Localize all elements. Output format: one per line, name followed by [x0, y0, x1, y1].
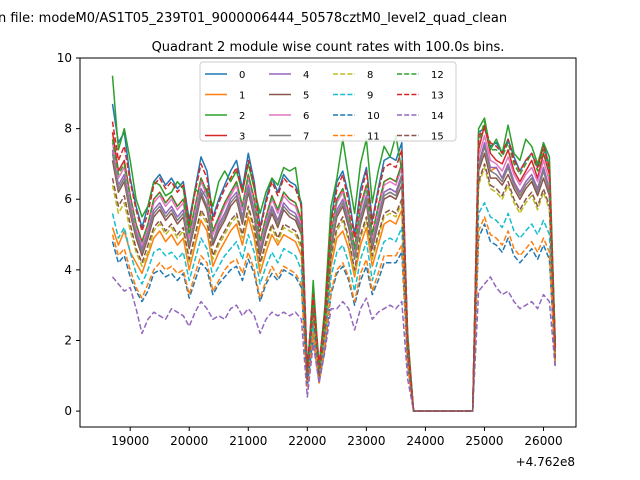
legend-label-13: 13: [431, 91, 444, 102]
legend-label-15: 15: [431, 132, 444, 143]
legend-label-1: 1: [239, 91, 245, 102]
legend-label-7: 7: [303, 132, 309, 143]
x-offset-label: +4.762e8: [516, 455, 575, 469]
legend-label-9: 9: [367, 91, 373, 102]
series-line-11: [111, 216, 557, 412]
legend-label-3: 3: [239, 132, 245, 143]
series-line-14: [111, 276, 557, 412]
legend-label-12: 12: [431, 70, 444, 81]
legend-label-2: 2: [239, 111, 245, 122]
axes-frame: [79, 57, 577, 428]
x-axis: 19000 20000 21000 22000 23000 24000 25000 26000: [111, 427, 563, 448]
y-tick-label: 4: [64, 263, 72, 277]
x-tick-label: 24000: [406, 434, 444, 448]
y-tick-label: 10: [57, 51, 72, 65]
chart-title: Quadrant 2 module wise count rates with …: [152, 40, 505, 55]
x-tick-label: 19000: [111, 434, 149, 448]
x-tick-label: 26000: [524, 434, 562, 448]
x-tick-label: 21000: [229, 434, 267, 448]
legend-frame: [199, 61, 457, 142]
x-tick-label: 20000: [170, 434, 208, 448]
y-tick-label: 2: [64, 333, 72, 347]
series-line-13: [111, 121, 557, 412]
legend-label-8: 8: [367, 70, 373, 81]
x-tick-label: 23000: [347, 434, 385, 448]
series-line-8: [111, 166, 557, 412]
y-tick-label: 0: [64, 404, 72, 418]
series-line-9: [111, 202, 557, 412]
series-layer: [111, 75, 557, 412]
y-tick-label: 8: [64, 122, 72, 136]
x-tick-label: 25000: [465, 434, 503, 448]
series-line-12: [111, 120, 557, 412]
legend-label-14: 14: [431, 111, 444, 122]
legend-label-4: 4: [303, 70, 309, 81]
legend-label-0: 0: [239, 70, 245, 81]
legend-label-10: 10: [367, 111, 380, 122]
figure-suptitle: n file: modeM0/AS1T05_239T01_9000006444_…: [0, 11, 507, 26]
x-tick-label: 22000: [288, 434, 326, 448]
series-line-15: [111, 163, 557, 412]
y-tick-label: 6: [64, 192, 72, 206]
y-axis: 0 2 4 6 8 10: [57, 51, 80, 418]
legend-label-5: 5: [303, 91, 309, 102]
series-line-10: [111, 223, 557, 412]
legend-label-11: 11: [367, 132, 380, 143]
legend-label-6: 6: [303, 111, 309, 122]
series-line-7: [111, 145, 557, 412]
